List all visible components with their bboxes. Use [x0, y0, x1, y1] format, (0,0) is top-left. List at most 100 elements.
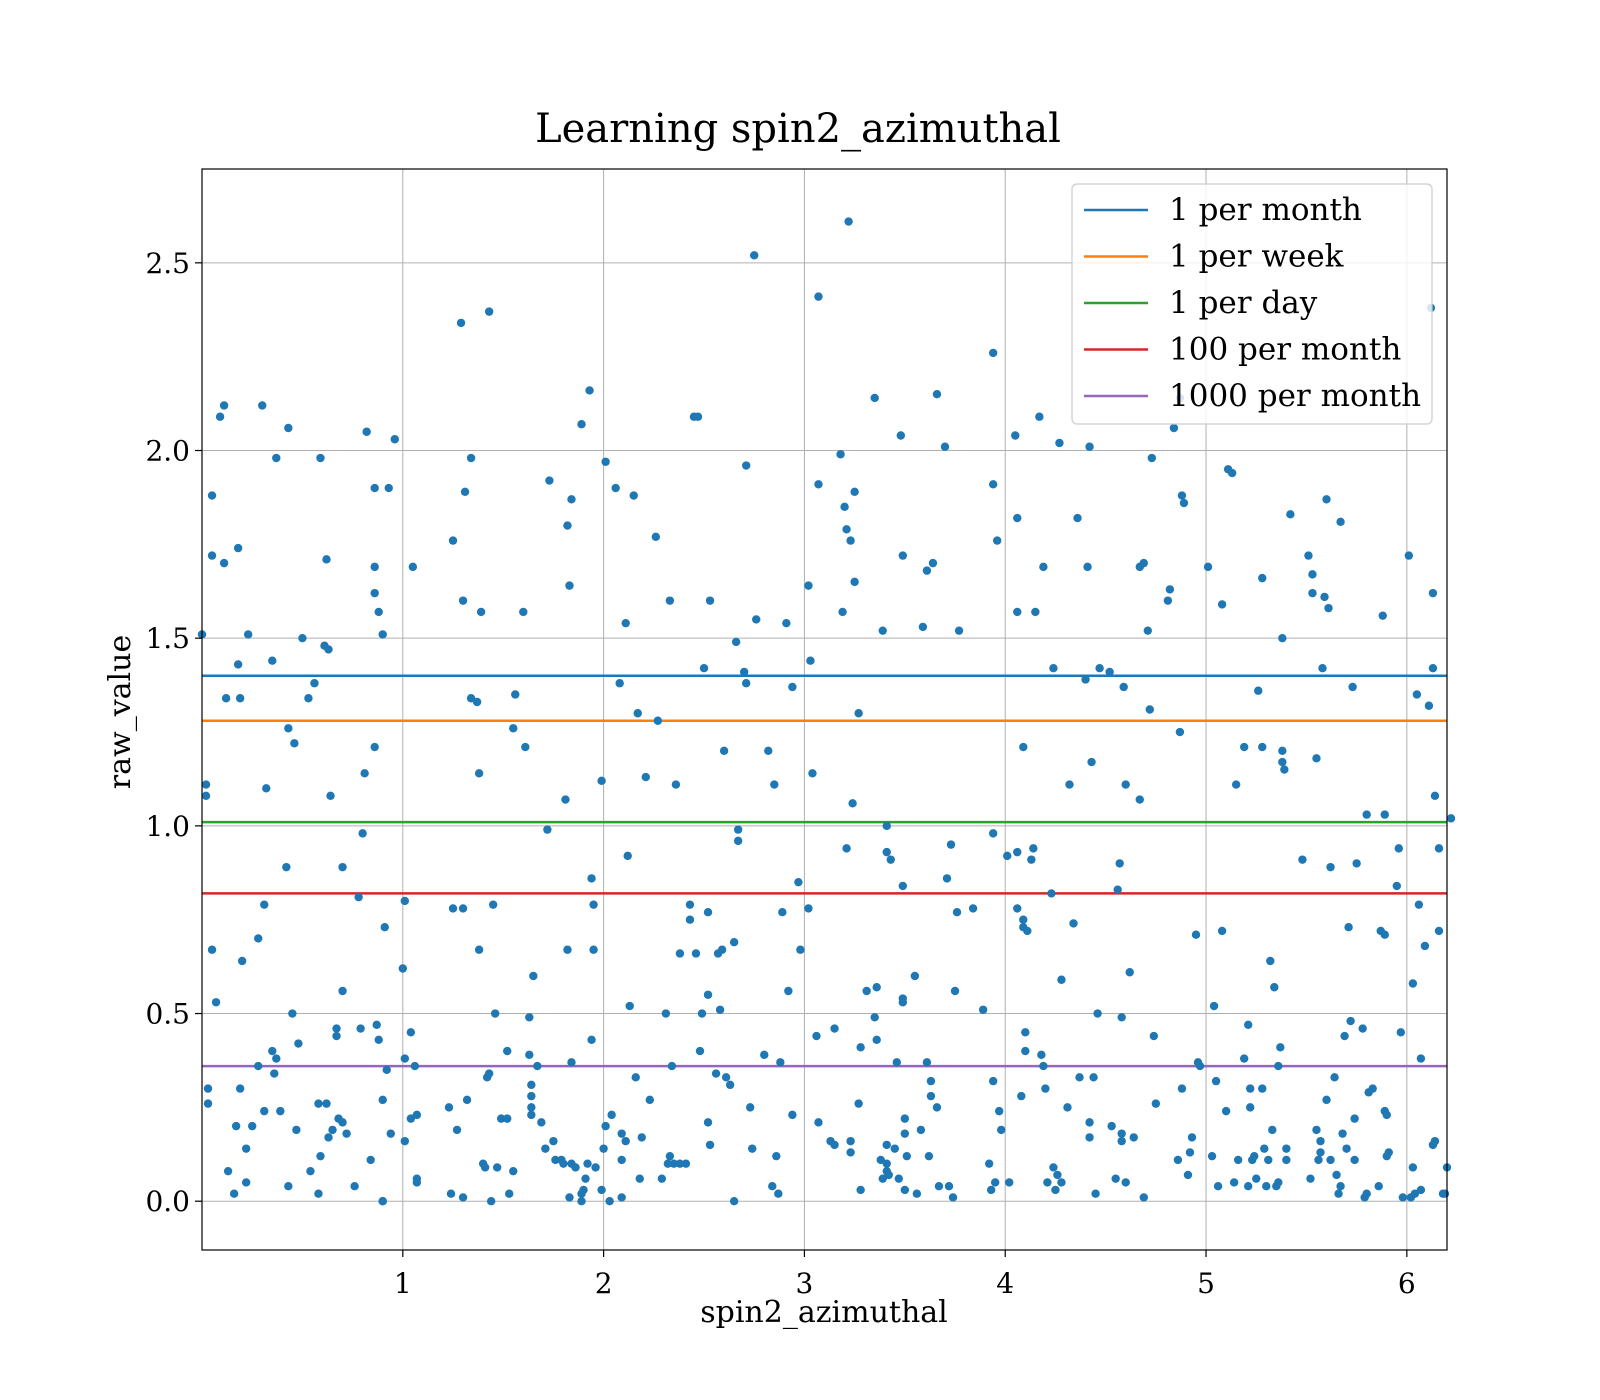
data-point	[370, 742, 379, 752]
data-point	[248, 1121, 257, 1131]
data-point	[219, 401, 229, 410]
data-point	[254, 1061, 263, 1071]
data-point	[400, 896, 410, 906]
data-point	[635, 1174, 644, 1183]
data-point	[1019, 742, 1028, 752]
data-point	[304, 694, 313, 703]
data-point	[268, 1046, 277, 1056]
data-point	[1336, 1181, 1345, 1191]
data-point	[1350, 1155, 1359, 1165]
data-point	[541, 1144, 550, 1153]
data-point	[1250, 1151, 1259, 1161]
data-point	[898, 551, 908, 560]
data-point	[563, 521, 572, 530]
data-point	[814, 480, 823, 489]
legend-label: 100 per month	[1169, 332, 1401, 368]
data-point	[1380, 810, 1389, 819]
data-point	[697, 1009, 707, 1018]
data-point	[1013, 904, 1022, 913]
data-point	[703, 907, 713, 917]
data-point	[527, 1103, 536, 1112]
data-point	[537, 1118, 546, 1127]
data-point	[254, 934, 263, 943]
data-point	[360, 769, 369, 778]
data-point	[597, 776, 606, 786]
data-point	[621, 1136, 630, 1146]
data-point	[1408, 979, 1418, 988]
data-point	[358, 829, 367, 838]
data-point	[748, 1144, 757, 1153]
data-point	[1049, 1163, 1058, 1172]
data-point	[988, 1076, 998, 1086]
data-point	[1105, 667, 1114, 677]
data-point	[760, 1050, 769, 1060]
plot-frame	[201, 168, 1448, 1251]
data-point	[1005, 1178, 1014, 1187]
data-point	[1057, 975, 1066, 984]
data-point	[597, 1185, 606, 1195]
data-point	[1258, 573, 1267, 583]
y-tick-label: 0.0	[145, 1185, 190, 1218]
data-point	[223, 1166, 233, 1176]
data-point	[705, 1140, 715, 1150]
data-point	[617, 1155, 626, 1165]
data-point	[444, 1103, 454, 1112]
data-point	[1083, 562, 1092, 572]
data-point	[231, 1121, 241, 1131]
data-point	[988, 348, 998, 358]
data-point	[918, 622, 928, 632]
data-point	[1326, 862, 1335, 872]
data-point	[1195, 1061, 1205, 1071]
data-point	[298, 633, 307, 643]
data-point	[589, 945, 598, 954]
data-point	[1278, 633, 1287, 643]
y-axis-label: raw_value	[103, 635, 138, 789]
data-point	[1282, 1155, 1291, 1165]
data-point	[944, 1181, 954, 1191]
data-point	[1282, 1144, 1291, 1153]
data-point	[1430, 1136, 1440, 1146]
y-tick-label: 0.5	[145, 998, 190, 1031]
data-point	[882, 1140, 891, 1150]
data-point	[378, 630, 387, 639]
data-point	[1185, 1148, 1195, 1157]
data-point	[243, 630, 253, 639]
data-point	[1298, 855, 1307, 864]
data-point	[207, 491, 217, 500]
data-point	[408, 562, 418, 572]
data-point	[1312, 1125, 1321, 1135]
data-point	[1049, 664, 1058, 673]
data-point	[448, 904, 458, 913]
data-point	[458, 904, 468, 913]
data-point	[1336, 517, 1345, 527]
data-point	[882, 821, 891, 831]
data-point	[1380, 930, 1389, 939]
data-point	[774, 1189, 783, 1198]
data-point	[505, 1189, 514, 1198]
data-point	[1382, 1110, 1391, 1120]
data-point	[954, 626, 964, 635]
data-point	[796, 945, 805, 954]
data-point	[1227, 468, 1237, 478]
data-points	[197, 217, 1456, 1206]
data-point	[591, 1163, 600, 1172]
data-point	[876, 1155, 885, 1165]
data-point	[625, 1001, 634, 1011]
data-point	[390, 435, 399, 444]
data-point	[484, 307, 494, 316]
data-point	[229, 1189, 239, 1198]
data-point	[856, 1185, 865, 1195]
data-point	[282, 862, 291, 872]
data-point	[1187, 1133, 1197, 1142]
data-point	[1051, 1185, 1060, 1195]
data-point	[733, 836, 743, 846]
data-point	[233, 660, 243, 669]
data-point	[1346, 1016, 1355, 1026]
data-point	[1041, 1084, 1050, 1093]
data-point	[577, 420, 586, 429]
data-point	[328, 1125, 337, 1135]
data-point	[850, 487, 859, 496]
data-point	[235, 694, 245, 703]
data-point	[366, 1155, 375, 1165]
data-point	[884, 1170, 893, 1180]
